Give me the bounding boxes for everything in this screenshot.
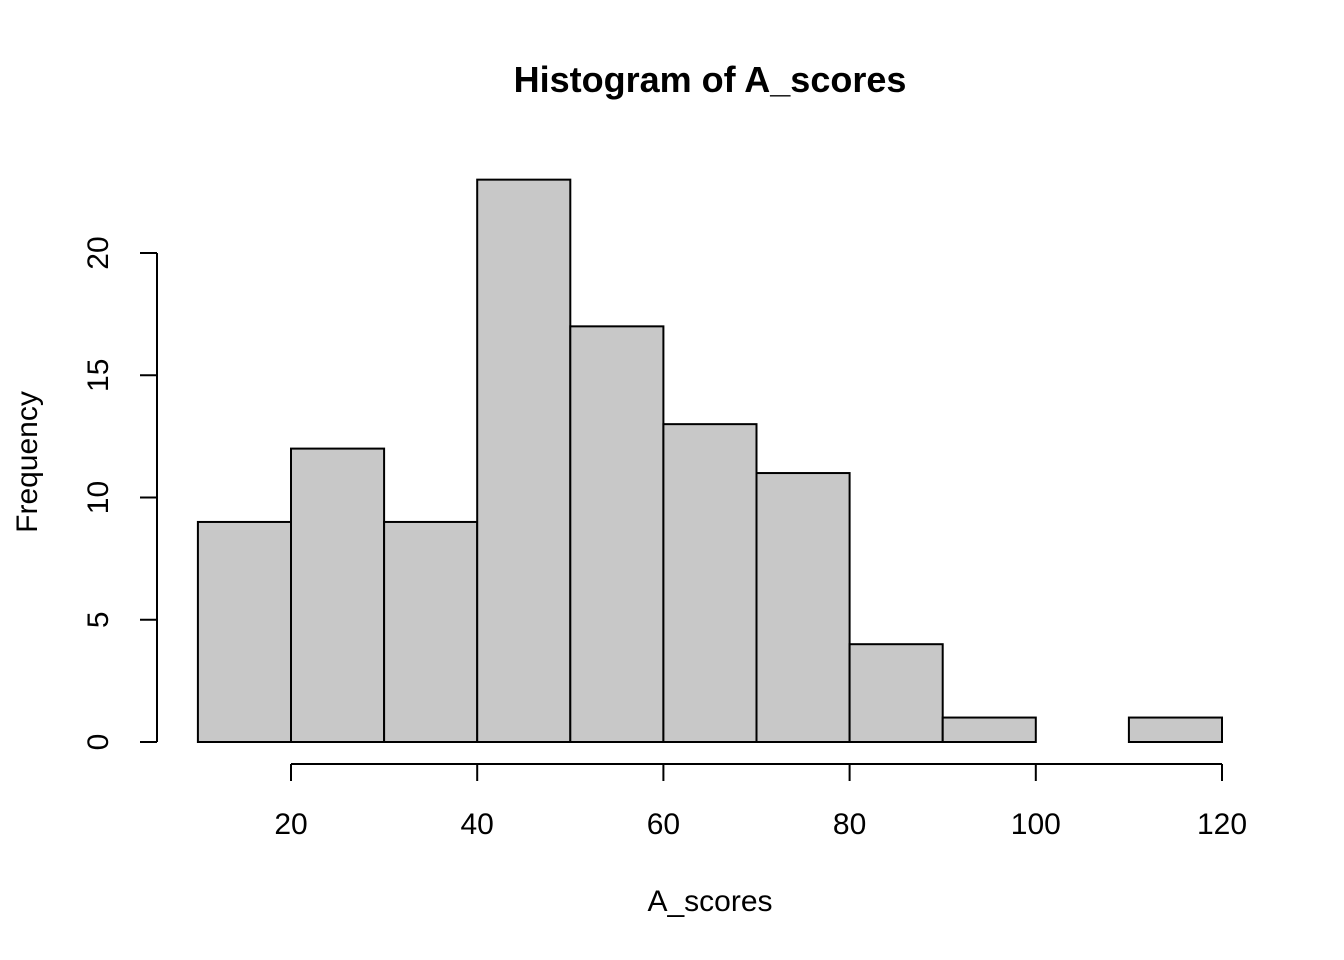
y-tick-label: 0 bbox=[82, 734, 115, 751]
x-tick-label: 80 bbox=[833, 808, 866, 841]
histogram-bar bbox=[1127, 716, 1224, 743]
bars-group bbox=[196, 178, 1224, 744]
histogram-bar bbox=[196, 520, 292, 744]
y-axis: 0 5 10 15 20 bbox=[82, 236, 158, 751]
y-tick-label: 5 bbox=[82, 611, 115, 628]
histogram-bar bbox=[290, 447, 386, 743]
x-tick-label: 40 bbox=[461, 808, 494, 841]
x-tick-label: 100 bbox=[1011, 808, 1061, 841]
x-tick-label: 20 bbox=[274, 808, 307, 841]
chart-title: Histogram of A_scores bbox=[514, 59, 907, 100]
histogram-bar bbox=[383, 520, 479, 744]
y-axis-label: Frequency bbox=[11, 391, 44, 533]
y-tick-label: 15 bbox=[82, 359, 115, 392]
histogram-bar bbox=[569, 325, 665, 743]
histogram-bar bbox=[476, 178, 572, 743]
histogram-bar bbox=[662, 423, 758, 743]
histogram-bar bbox=[848, 643, 944, 744]
y-tick-label: 20 bbox=[82, 236, 115, 269]
histogram-bar bbox=[755, 472, 851, 743]
x-tick-label: 120 bbox=[1197, 808, 1247, 841]
y-tick-label: 10 bbox=[82, 481, 115, 514]
x-tick-label: 60 bbox=[647, 808, 680, 841]
x-axis-label: A_scores bbox=[647, 885, 772, 918]
histogram-bar bbox=[941, 716, 1037, 743]
x-axis: 20 40 60 80 100 120 bbox=[274, 763, 1247, 841]
